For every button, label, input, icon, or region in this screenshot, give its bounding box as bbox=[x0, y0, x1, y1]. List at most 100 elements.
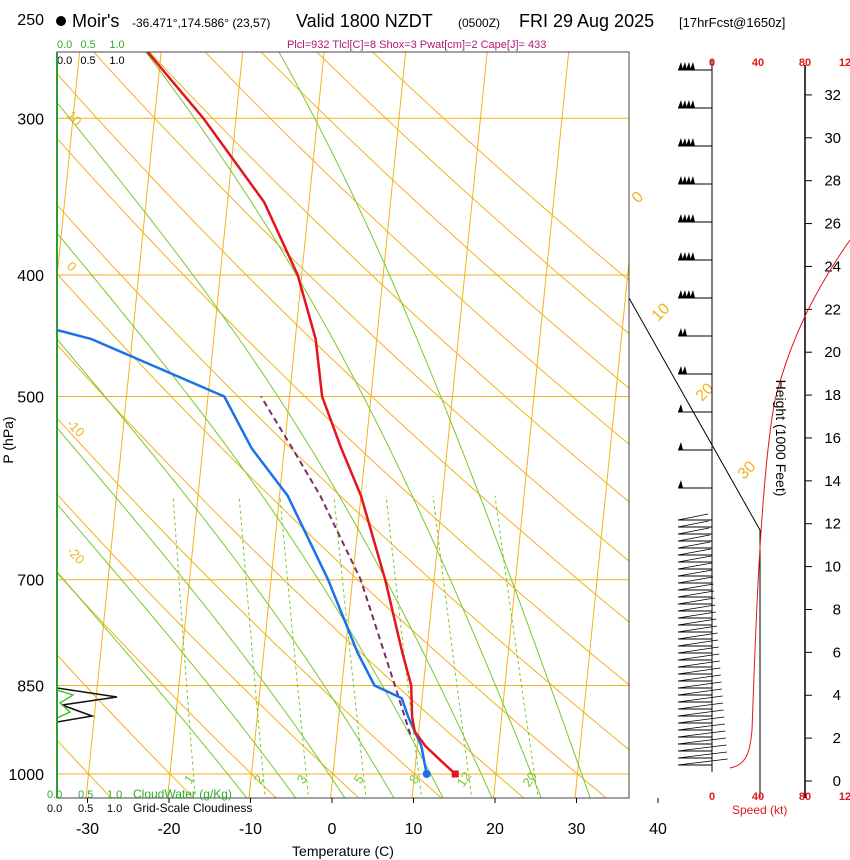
wind-barb-flag bbox=[686, 214, 691, 222]
wind-panel-boundary bbox=[628, 297, 761, 798]
dry-adiabat-line bbox=[57, 493, 360, 798]
wind-barb-flag bbox=[686, 62, 691, 70]
speed-top-label: 40 bbox=[752, 57, 764, 69]
wind-barb-feather bbox=[677, 513, 709, 521]
height-tick-label: 14 bbox=[824, 473, 841, 490]
dry-adiabat-line bbox=[57, 204, 629, 751]
wind-speed-curve bbox=[729, 239, 850, 769]
wind-barb-feather bbox=[677, 527, 710, 535]
bottom-scale-green-label: 1.0 bbox=[107, 789, 122, 801]
isotherms bbox=[57, 52, 629, 798]
mixing-ratio-line bbox=[172, 495, 196, 798]
temperature-tick-label: -20 bbox=[157, 821, 180, 838]
top-scale-green-label: 0.0 bbox=[57, 39, 72, 51]
height-tick-label: 32 bbox=[824, 87, 841, 104]
dry-adiabat-line bbox=[148, 52, 629, 503]
moist-adiabat-line bbox=[57, 503, 297, 798]
dry-adiabat-line bbox=[260, 52, 629, 389]
wind-barb-feather bbox=[677, 744, 727, 752]
valid-time: Valid 1800 NZDT bbox=[296, 11, 433, 31]
moist-adiabat-line bbox=[145, 52, 542, 798]
bottom-scale-green-label: 0.0 bbox=[47, 789, 62, 801]
wind-barb-flag bbox=[678, 328, 683, 336]
wind-barb-flag bbox=[678, 480, 683, 488]
speed-bottom-label: 80 bbox=[799, 791, 811, 803]
wind-barb-feather bbox=[677, 632, 718, 640]
wind-barb-feather bbox=[677, 653, 720, 661]
height-tick-label: 18 bbox=[824, 387, 841, 404]
parcel-trace bbox=[260, 395, 412, 735]
dry-adiabats bbox=[57, 52, 629, 798]
wind-barb-flag bbox=[682, 290, 687, 298]
height-tick-label: 2 bbox=[833, 730, 841, 747]
wind-barb-flag bbox=[678, 366, 683, 374]
isotherm-line bbox=[57, 52, 81, 282]
wind-barb-feather bbox=[677, 702, 724, 710]
pressure-tick-label: 300 bbox=[17, 111, 44, 128]
wind-barb-flag bbox=[686, 176, 691, 184]
height-tick-label: 4 bbox=[833, 687, 841, 704]
wind-barb-flag bbox=[690, 214, 695, 222]
bottom-scale-black-label: 1.0 bbox=[107, 803, 122, 815]
height-tick-label: 16 bbox=[824, 430, 841, 447]
wind-barb-feather bbox=[677, 639, 719, 647]
isotherm-line bbox=[248, 52, 325, 798]
dry-adiabat-label: 30 bbox=[735, 458, 760, 483]
temperature-tick-label: -10 bbox=[239, 821, 262, 838]
wind-barb-flag bbox=[690, 176, 695, 184]
height-tick-label: 22 bbox=[824, 301, 841, 318]
pressure-tick-label: 400 bbox=[17, 268, 44, 285]
wind-barbs bbox=[628, 60, 761, 798]
moist-adiabat-line bbox=[57, 571, 248, 798]
dewpoint-trace bbox=[57, 328, 431, 778]
wind-barb-flag bbox=[678, 138, 683, 146]
speed-top-label: 0 bbox=[709, 57, 715, 69]
dry-adiabat-line bbox=[57, 272, 608, 798]
wind-barb-feather bbox=[677, 618, 717, 626]
utc-time: (0500Z) bbox=[458, 16, 500, 30]
speed-bottom-label: 0 bbox=[709, 791, 715, 803]
top-scale-black-label: 1.0 bbox=[109, 55, 124, 67]
wind-barb-flag bbox=[690, 290, 695, 298]
isotherm-label: -20 bbox=[64, 543, 88, 567]
pressure-tick-label: 700 bbox=[17, 573, 44, 590]
wind-barb-feather bbox=[677, 541, 711, 549]
speed-axis-label: Speed (kt) bbox=[732, 803, 787, 817]
y-axis-label: P (hPa) bbox=[0, 416, 16, 463]
wind-barb-feather bbox=[677, 730, 726, 738]
cloudiness-label: Grid-Scale Cloudiness bbox=[133, 801, 252, 815]
mixing-ratio-label: 20 bbox=[519, 769, 540, 789]
wind-barb-feather bbox=[677, 681, 722, 689]
height-axis-label: Height (1000 Feet) bbox=[773, 380, 789, 497]
dry-adiabat-line bbox=[371, 52, 629, 281]
wind-barb-feather bbox=[677, 611, 716, 619]
dry-adiabat-line bbox=[57, 72, 629, 623]
temperature-axis: -30 -20 -10 0 10 20 30 40 bbox=[76, 798, 667, 838]
isotherm-label: 0 bbox=[64, 258, 80, 274]
wind-barb-feather bbox=[677, 695, 723, 703]
wind-barb-flag bbox=[686, 290, 691, 298]
dry-adiabat-line bbox=[316, 52, 629, 335]
bottom-scale-green-label: 0.5 bbox=[78, 789, 93, 801]
wind-barb-flag bbox=[678, 290, 683, 298]
isotherm-line bbox=[574, 257, 629, 798]
speed-bottom-label: 12 bbox=[839, 791, 850, 803]
wind-barb-feather bbox=[677, 751, 728, 759]
moist-adiabat-line bbox=[278, 52, 591, 798]
top-scale-black: 0.0 0.5 1.0 bbox=[57, 55, 125, 67]
isotherm-label: -10 bbox=[64, 416, 88, 440]
dewpoint-line bbox=[57, 328, 428, 775]
wind-barb-flag bbox=[678, 404, 683, 412]
top-scale-green-label: 1.0 bbox=[109, 39, 124, 51]
surface-temperature-marker bbox=[451, 770, 459, 778]
moist-adiabat-line bbox=[57, 232, 444, 798]
wind-barb-flag bbox=[678, 100, 683, 108]
wind-barb-feather bbox=[677, 562, 712, 570]
mixing-ratio-line bbox=[432, 495, 473, 798]
wind-barb-flag bbox=[682, 100, 687, 108]
wind-barb-flag bbox=[682, 252, 687, 260]
dry-adiabat-line bbox=[204, 52, 629, 445]
temperature-tick-label: 40 bbox=[649, 821, 667, 838]
